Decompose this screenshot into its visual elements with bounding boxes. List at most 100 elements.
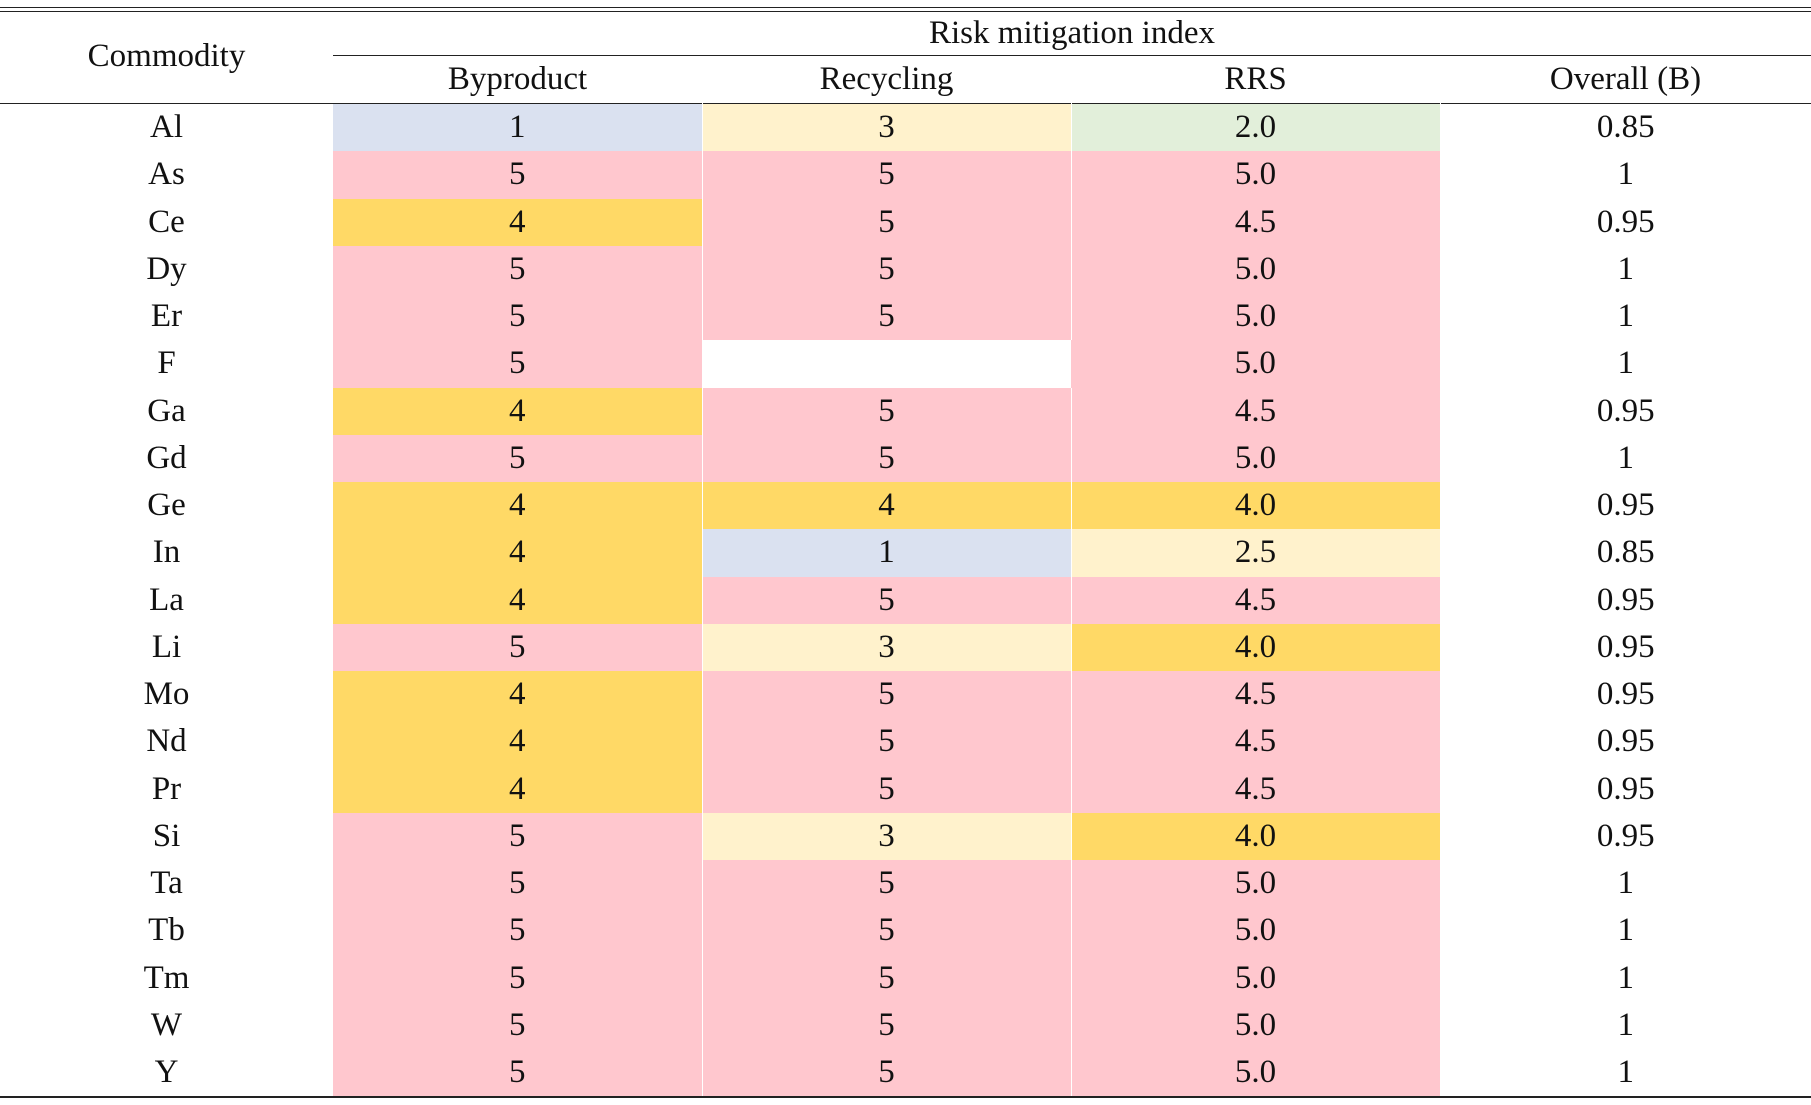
table-row: Gd 5 5 5.0 1 (0, 434, 1811, 482)
commodity-cell: Pr (151, 770, 182, 807)
rrs-cell: 5.0 (1071, 293, 1441, 341)
rrs-cell: 4.0 (1071, 482, 1441, 530)
recycling-cell: 5 (702, 293, 1072, 341)
byproduct-cell: 4 (333, 387, 703, 435)
commodity-cell: In (152, 534, 181, 571)
recycling-cell: 4 (702, 482, 1072, 530)
top-rule-outer (0, 7, 1811, 8)
overall-cell: 1 (1617, 1006, 1635, 1043)
commodity-cell: Ta (150, 865, 183, 902)
table-header: Commodity Risk mitigation index Byproduc… (0, 10, 1811, 104)
commodity-cell: Er (150, 298, 183, 335)
table-row: Dy 5 5 5.0 1 (0, 245, 1811, 293)
recycling-cell: 5 (702, 954, 1072, 1002)
rrs-cell: 4.5 (1071, 387, 1441, 435)
recycling-cell: 5 (702, 1049, 1072, 1097)
rrs-cell: 4.5 (1071, 765, 1441, 813)
commodity-cell: Al (150, 109, 183, 146)
table-row: La 4 5 4.5 0.95 (0, 576, 1811, 624)
table-row: Al 1 3 2.0 0.85 (0, 103, 1811, 152)
bottom-rule (0, 1096, 1811, 1099)
overall-cell: 0.95 (1596, 723, 1655, 760)
overall-cell: 0.95 (1596, 487, 1655, 524)
commodity-cell: Gd (146, 439, 187, 476)
rrs-cell: 2.5 (1071, 529, 1441, 577)
overall-cell: 0.85 (1596, 534, 1655, 571)
commodity-cell: Nd (146, 723, 187, 760)
rrs-cell: 4.0 (1071, 812, 1441, 860)
byproduct-cell: 5 (333, 1001, 703, 1049)
byproduct-cell: 5 (333, 1049, 703, 1097)
commodity-cell: Ga (147, 392, 186, 429)
table-row: Ce 4 5 4.5 0.95 (0, 198, 1811, 246)
overall-cell: 1 (1617, 345, 1635, 382)
table-row: Si 5 3 4.0 0.95 (0, 812, 1811, 860)
table-row: Pr 4 5 4.5 0.95 (0, 765, 1811, 813)
commodity-cell: Y (154, 1054, 179, 1091)
rrs-cell: 4.5 (1071, 671, 1441, 719)
rrs-cell: 5.0 (1071, 1001, 1441, 1049)
commodity-cell: Si (152, 817, 181, 854)
commodity-cell: Ge (147, 487, 186, 524)
rrs-cell: 5.0 (1071, 434, 1441, 482)
top-rule-inner (0, 11, 1811, 12)
recycling-cell (702, 340, 1071, 388)
byproduct-cell: 4 (333, 576, 703, 624)
commodity-cell: Tm (143, 959, 190, 996)
overall-header: Overall (B) (1549, 61, 1702, 97)
rrs-cell: 5.0 (1071, 151, 1441, 199)
recycling-cell: 5 (702, 387, 1072, 435)
overall-cell: 0.95 (1596, 770, 1655, 807)
table-row: Y 5 5 5.0 1 (0, 1049, 1811, 1097)
overall-cell: 0.95 (1596, 817, 1655, 854)
byproduct-cell: 1 (333, 103, 703, 152)
commodity-cell: As (148, 156, 185, 193)
rrs-cell: 4.5 (1071, 576, 1441, 624)
byproduct-cell: 5 (333, 860, 703, 908)
table-row: F 5 5.0 1 (0, 340, 1811, 388)
recycling-cell: 1 (702, 529, 1072, 577)
commodity-cell: W (150, 1006, 183, 1043)
recycling-cell: 5 (702, 718, 1072, 766)
byproduct-cell: 5 (333, 954, 703, 1002)
overall-cell: 0.95 (1596, 628, 1655, 665)
byproduct-cell: 4 (333, 671, 703, 719)
recycling-cell: 5 (702, 907, 1072, 955)
group-header-label: Risk mitigation index (929, 14, 1215, 51)
table-row: Tm 5 5 5.0 1 (0, 954, 1811, 1002)
byproduct-cell: 5 (333, 812, 703, 860)
table-row: Mo 4 5 4.5 0.95 (0, 671, 1811, 719)
table-row: Ga 4 5 4.5 0.95 (0, 387, 1811, 435)
overall-cell: 1 (1617, 912, 1635, 949)
byproduct-cell: 4 (333, 765, 703, 813)
overall-cell: 1 (1617, 298, 1635, 335)
recycling-cell: 5 (702, 151, 1072, 199)
byproduct-cell: 5 (333, 245, 703, 293)
rrs-cell: 5.0 (1071, 907, 1441, 955)
recycling-cell: 5 (702, 434, 1072, 482)
byproduct-cell: 4 (333, 718, 703, 766)
recycling-cell: 5 (702, 198, 1072, 246)
recycling-cell: 5 (702, 671, 1072, 719)
overall-cell: 1 (1617, 156, 1635, 193)
table-row: Er 5 5 5.0 1 (0, 293, 1811, 341)
commodity-cell: Dy (146, 250, 187, 287)
rrs-cell: 5.0 (1071, 1049, 1441, 1097)
overall-cell: 0.95 (1596, 581, 1655, 618)
byproduct-cell: 5 (333, 434, 703, 482)
rrs-header: RRS (1224, 61, 1287, 97)
byproduct-header: Byproduct (447, 61, 588, 97)
table-row: Ta 5 5 5.0 1 (0, 860, 1811, 908)
data-table: Commodity Risk mitigation index Byproduc… (0, 10, 1811, 1097)
recycling-header: Recycling (819, 61, 954, 97)
commodity-cell: Li (151, 628, 182, 665)
overall-cell: 1 (1617, 1054, 1635, 1091)
rrs-cell: 4.5 (1071, 198, 1441, 246)
group-header-rule (333, 54, 1811, 56)
byproduct-cell: 5 (333, 623, 703, 671)
commodity-header: Commodity (87, 38, 246, 74)
rrs-cell: 4.0 (1071, 623, 1441, 671)
byproduct-cell: 4 (333, 198, 703, 246)
recycling-cell: 5 (702, 765, 1072, 813)
rrs-cell: 5.0 (1071, 954, 1441, 1002)
